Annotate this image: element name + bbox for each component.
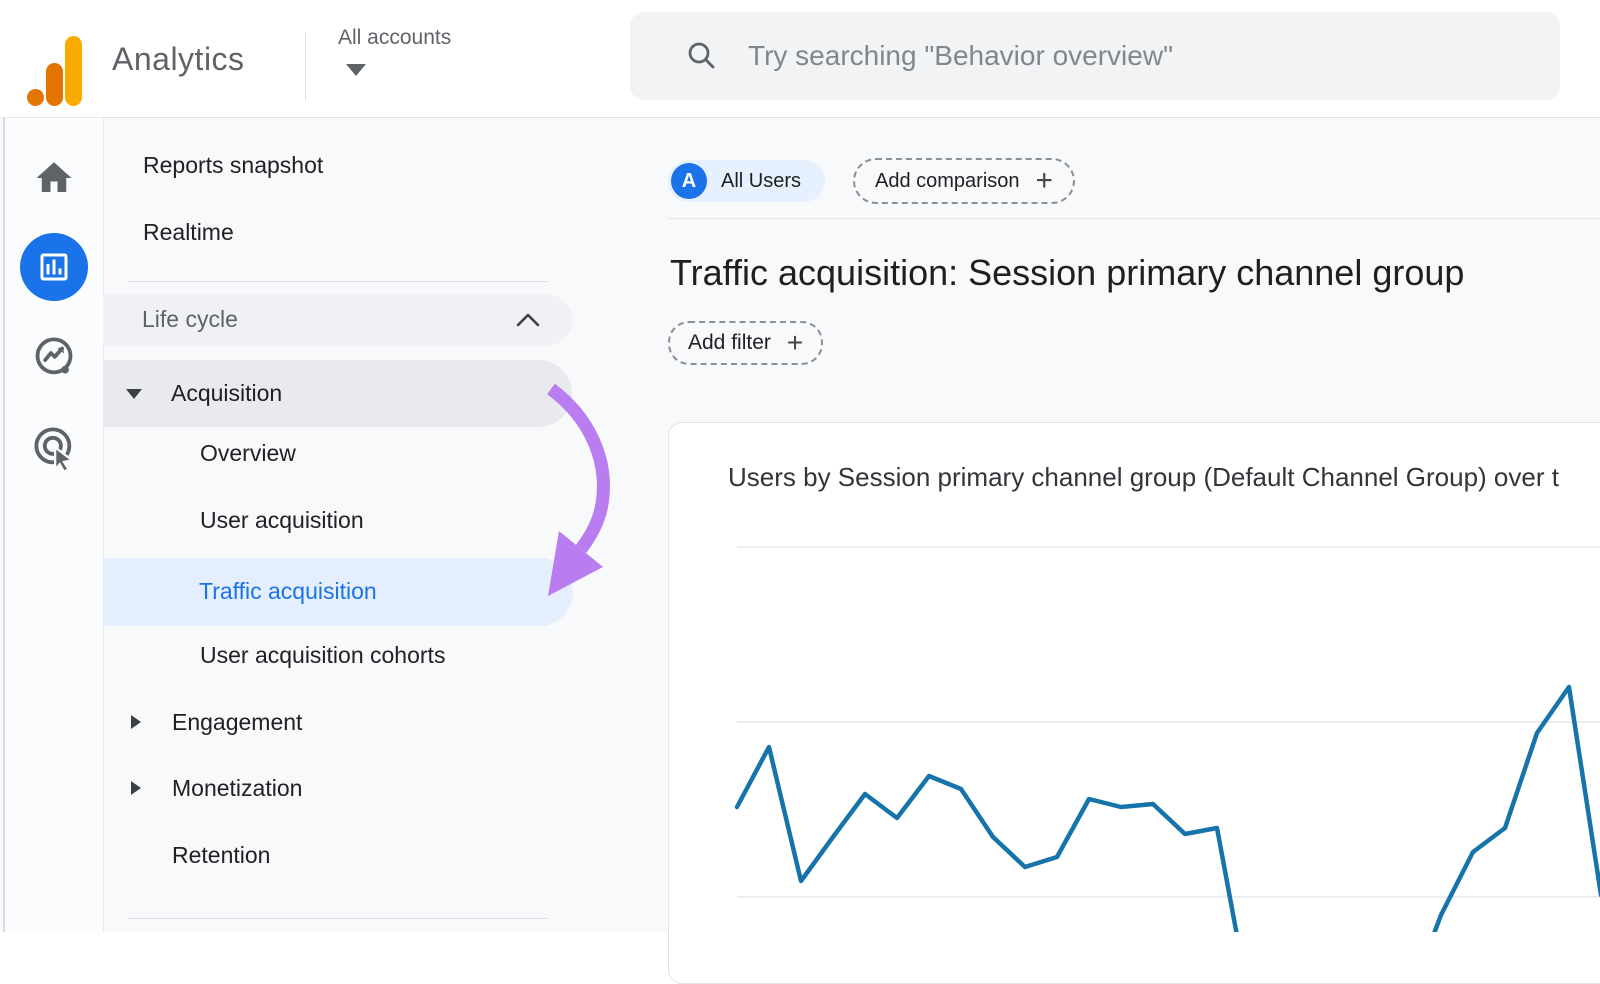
reports-icon <box>40 253 68 281</box>
app-name: Analytics <box>112 41 245 77</box>
home-icon <box>36 162 72 192</box>
audience-chip-label: All Users <box>721 169 802 192</box>
advertising-icon <box>34 427 76 470</box>
chart-card <box>668 422 1600 984</box>
nav-group-engagement[interactable]: Engagement <box>104 696 640 748</box>
nav-group-acquisition[interactable]: Acquisition <box>103 360 572 427</box>
logo-bar-tall <box>65 36 82 106</box>
nav-group-label: Monetization <box>172 775 303 801</box>
add-comparison-label: Add comparison <box>875 169 1020 192</box>
add-filter-button[interactable]: Add filter + <box>668 321 824 365</box>
search-bar[interactable] <box>630 12 1560 100</box>
header-divider <box>305 32 306 100</box>
plus-icon: + <box>786 327 804 358</box>
nav-item-retention[interactable]: Retention <box>104 829 640 881</box>
rail-item-explore[interactable] <box>5 321 103 393</box>
add-filter-label: Add filter <box>688 331 771 354</box>
audience-avatar: A <box>671 163 707 199</box>
nav-divider <box>128 281 548 282</box>
arrow-drop-down-icon <box>346 64 366 76</box>
nav-group-label: Engagement <box>172 709 303 735</box>
arrow-right-icon[interactable] <box>131 715 141 729</box>
nav-group-label: Acquisition <box>171 380 283 406</box>
collection-label: Life cycle <box>142 306 238 332</box>
account-switcher-label: All accounts <box>338 26 452 49</box>
arrow-right-icon[interactable] <box>131 781 141 795</box>
chevron-up-icon[interactable] <box>515 312 541 328</box>
account-switcher[interactable]: All accounts <box>338 26 451 76</box>
search-icon <box>688 42 715 69</box>
nav-item-label: Traffic acquisition <box>199 578 377 604</box>
users-line-chart <box>734 546 1600 932</box>
nav-item-label: User acquisition <box>200 507 364 533</box>
window-left-edge <box>3 117 5 932</box>
users-line-series <box>734 744 1239 932</box>
audience-chip-all-users[interactable]: A All Users <box>668 160 826 202</box>
page-title: Traffic acquisition: Session primary cha… <box>670 252 1465 293</box>
chart-title: Users by Session primary channel group (… <box>728 462 1559 492</box>
nav-item-label: Retention <box>172 842 271 868</box>
collection-header-life-cycle[interactable]: Life cycle <box>103 294 572 346</box>
nav-item-user-acquisition-cohorts[interactable]: User acquisition cohorts <box>104 629 640 681</box>
plus-icon: + <box>1035 164 1054 197</box>
rail-item-advertising[interactable] <box>5 411 103 483</box>
add-comparison-button[interactable]: Add comparison + <box>853 158 1076 204</box>
nav-group-monetization[interactable]: Monetization <box>104 762 640 814</box>
nav-item-user-acquisition[interactable]: User acquisition <box>104 494 640 546</box>
nav-item-reports-snapshot[interactable]: Reports snapshot <box>104 139 640 191</box>
nav-item-traffic-acquisition-selected[interactable]: Traffic acquisition <box>103 558 573 626</box>
reports-selected-circle <box>20 233 88 301</box>
rail-item-home[interactable] <box>5 142 103 214</box>
logo-dot <box>27 89 44 106</box>
app-header: Analytics All accounts <box>0 0 1600 118</box>
left-icon-rail <box>5 117 104 932</box>
report-nav: Reports snapshot Realtime Life cycle Acq… <box>103 117 640 932</box>
users-line-series <box>1432 684 1600 932</box>
nav-item-label: Overview <box>200 440 296 466</box>
logo-bar-mid <box>46 63 63 106</box>
nav-item-label: User acquisition cohorts <box>200 642 446 668</box>
arrow-drop-down-icon[interactable] <box>126 389 142 399</box>
google-analytics-logo[interactable] <box>27 36 83 106</box>
report-main: A All Users Add comparison + Traffic acq… <box>640 117 1600 932</box>
search-input[interactable] <box>746 39 1560 73</box>
rail-item-reports[interactable] <box>5 231 103 303</box>
content-divider <box>668 218 1600 219</box>
nav-divider <box>128 918 548 919</box>
explore-icon <box>35 337 73 375</box>
nav-item-label: Realtime <box>143 219 234 245</box>
nav-item-label: Reports snapshot <box>143 152 324 178</box>
nav-item-realtime[interactable]: Realtime <box>104 206 640 258</box>
nav-item-overview[interactable]: Overview <box>104 427 640 479</box>
